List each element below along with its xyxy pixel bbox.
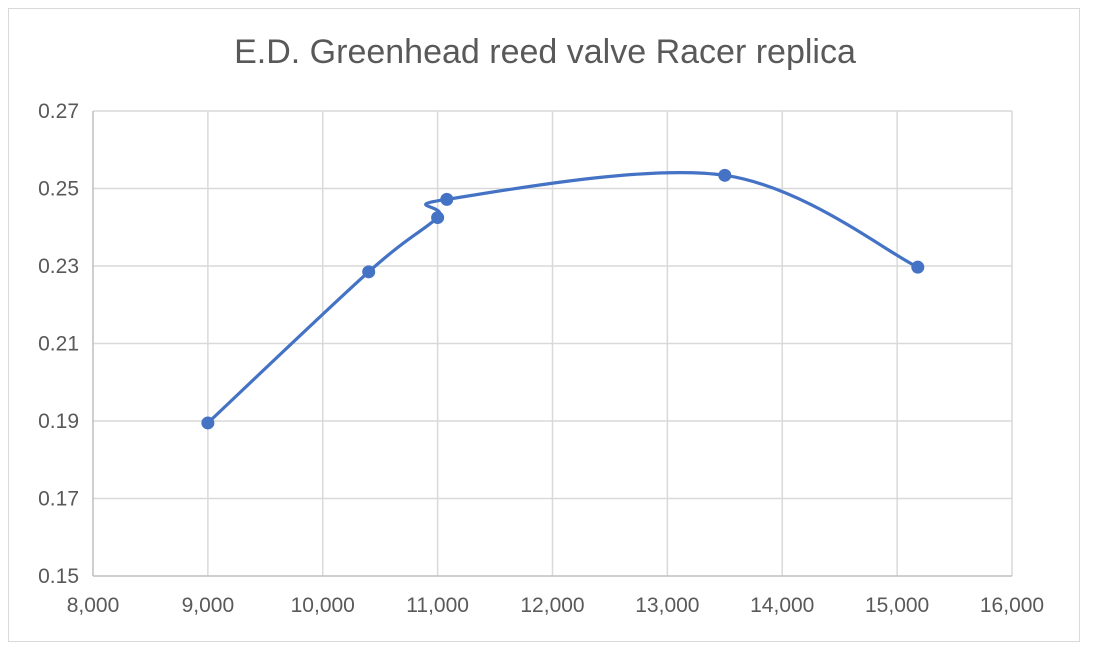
data-point <box>201 416 215 430</box>
data-point <box>440 192 454 206</box>
gridlines <box>93 110 1013 576</box>
y-tick-label: 0.19 <box>38 410 79 433</box>
data-point <box>431 211 445 225</box>
data-point <box>911 260 925 274</box>
x-tick-label: 14,000 <box>750 594 814 617</box>
line-chart: E.D. Greenhead reed valve Racer replica … <box>38 33 1044 617</box>
x-tick-label: 10,000 <box>291 594 355 617</box>
y-tick-label: 0.21 <box>38 333 79 356</box>
y-tick-label: 0.25 <box>38 178 79 201</box>
series-line <box>206 171 920 425</box>
data-point <box>362 265 376 279</box>
x-tick-label: 8,000 <box>67 594 120 617</box>
y-tick-label: 0.17 <box>38 488 79 511</box>
x-tick-label: 12,000 <box>520 594 584 617</box>
chart-frame: E.D. Greenhead reed valve Racer replica … <box>8 8 1080 642</box>
series-layer <box>201 168 925 430</box>
y-tick-label: 0.23 <box>38 255 79 278</box>
axes <box>92 111 1012 577</box>
x-tick-label: 16,000 <box>980 594 1044 617</box>
x-tick-label: 9,000 <box>182 594 235 617</box>
x-tick-label: 13,000 <box>635 594 699 617</box>
y-tick-label: 0.27 <box>38 100 79 123</box>
x-tick-label: 15,000 <box>865 594 929 617</box>
chart-title: E.D. Greenhead reed valve Racer replica <box>234 33 856 71</box>
data-point <box>718 168 732 182</box>
y-tick-label: 0.15 <box>38 565 79 588</box>
x-tick-label: 11,000 <box>406 594 469 617</box>
tick-labels: 0.15 0.17 0.19 0.21 0.23 0.25 0.27 8,000 9,000 10… <box>38 100 1044 617</box>
